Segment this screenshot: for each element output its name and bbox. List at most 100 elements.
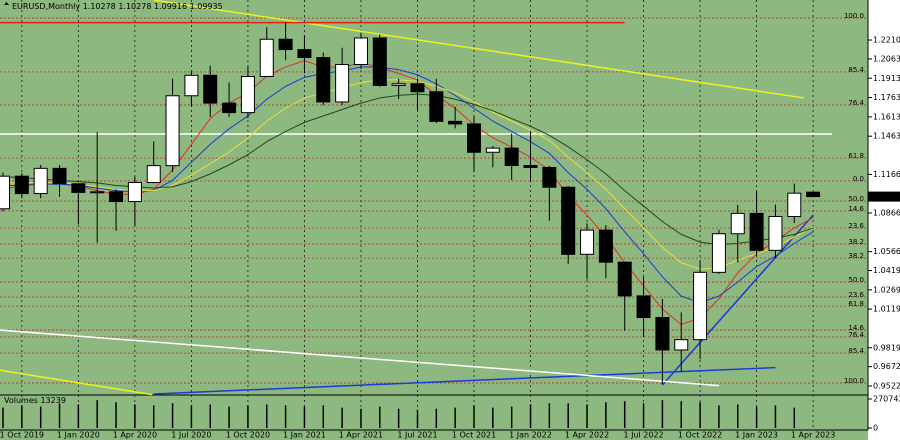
fib-label: 38.2 (848, 252, 864, 260)
candle-body (146, 165, 161, 184)
x-tick-label: 1 Apr 2023 (791, 431, 835, 440)
candle-body (768, 215, 783, 251)
trend-line (153, 366, 776, 395)
x-tick-label: 1 Jan 2021 (283, 431, 326, 440)
candle-body (693, 271, 708, 341)
x-tick-label: 1 Jul 2020 (171, 431, 211, 440)
open-value: 1.10278 (83, 2, 116, 11)
y-tick-label: 1.22100 (873, 36, 900, 45)
fib-label: 50.0 (848, 195, 864, 203)
candle-body (467, 123, 481, 153)
current-price-label: 1.09935 (870, 192, 900, 201)
y-tick-label: 1.05660 (873, 247, 900, 256)
candle-body (636, 295, 651, 319)
low-value: 1.09916 (154, 2, 187, 11)
x-tick-label: 1 Jul 2022 (623, 431, 663, 440)
candle-body (52, 167, 67, 185)
fib-label: 23.6 (848, 291, 864, 299)
candle-body (372, 37, 387, 86)
y-tick-label: 1.19130 (873, 74, 900, 83)
x-tick-label: 1 Jan 2023 (735, 431, 778, 440)
candle-body (127, 182, 142, 203)
candle-body (353, 37, 368, 65)
volume-title: Volumes 13239 (4, 396, 66, 405)
x-tick-label: 1 Jul 2021 (397, 431, 437, 440)
candle-body (33, 167, 48, 195)
trend-line (0, 329, 719, 387)
fib-label: 14.6 (848, 324, 864, 332)
candle-body (542, 166, 557, 188)
fib-label: 100.0 (844, 377, 864, 385)
candle-body (617, 261, 632, 297)
trend-line (0, 369, 152, 396)
y-tick-label: 1.14630 (873, 132, 900, 141)
fib-label: 0.0 (853, 175, 864, 183)
trend-line (661, 214, 814, 386)
price-axis-background (868, 0, 900, 440)
y-tick-label: 1.08660 (873, 209, 900, 218)
volume-tick-label: 0 (873, 424, 878, 433)
candle-body (0, 175, 10, 210)
candle-body (504, 147, 519, 167)
candle-body (448, 120, 463, 125)
fib-label: 14.6 (848, 205, 864, 213)
fib-label: 85.4 (848, 347, 864, 355)
symbol-icon (4, 2, 9, 5)
x-tick-label: 1 Apr 2022 (565, 431, 609, 440)
candle-body (297, 49, 312, 59)
candle-body (711, 233, 726, 273)
candle-body (109, 191, 124, 203)
candle-body (391, 83, 406, 86)
candle-body (561, 186, 576, 255)
x-tick-label: 1 Jan 2020 (57, 431, 100, 440)
fib-label: 85.4 (848, 66, 864, 74)
x-tick-label: 1 Oct 2019 (0, 431, 44, 440)
x-tick-label: 1 Oct 2020 (226, 431, 270, 440)
candle-body (749, 212, 764, 251)
fib-label: 76.4 (848, 99, 864, 107)
x-tick-label: 1 Oct 2022 (678, 431, 722, 440)
volume-current: 13239 (40, 396, 65, 405)
candle-body (184, 74, 199, 97)
fib-label: 23.6 (848, 222, 864, 230)
candle-body (598, 229, 613, 263)
volume-label: Volumes (4, 396, 38, 405)
y-tick-label: 1.20630 (873, 54, 900, 63)
candle-body (240, 75, 255, 114)
candle-body (165, 95, 180, 167)
candle-body (730, 212, 745, 235)
candle-body (335, 63, 350, 103)
fib-label: 61.8 (848, 152, 864, 160)
fib-label: 50.0 (848, 276, 864, 284)
x-tick-label: 1 Oct 2021 (452, 431, 496, 440)
candle-body (806, 191, 821, 198)
chart-title: EURUSD,Monthly 1.10278 1.10278 1.09916 1… (12, 2, 223, 11)
volume-tick-label: 2707422 (873, 395, 900, 404)
plot-background (0, 0, 868, 440)
y-tick-label: 1.17630 (873, 93, 900, 102)
candle-body (674, 339, 689, 351)
fib-label: 100.0 (844, 12, 864, 20)
candle-body (410, 83, 425, 93)
foreground-layer: 100.0 85.4 76.4 61.8 0.0 50.0 14.6 23.6 38.2 38.2… (0, 12, 865, 385)
candle-body (655, 317, 670, 351)
y-tick-label: 1.11660 (873, 170, 900, 179)
candle-body (316, 57, 331, 103)
candle-body (14, 175, 29, 195)
candle-body (203, 74, 218, 104)
y-tick-label: 1.04190 (873, 266, 900, 275)
candle-body (259, 38, 274, 77)
candle-body (90, 191, 105, 194)
candle-body (523, 165, 538, 168)
y-tick-label: 1.16130 (873, 112, 900, 121)
x-tick-label: 1 Apr 2021 (339, 431, 383, 440)
fib-label: 76.4 (848, 331, 864, 339)
candle-body (485, 147, 500, 153)
fib-label: 61.8 (848, 300, 864, 308)
background-layer (0, 0, 868, 430)
x-tick-label: 1 Jan 2022 (509, 431, 552, 440)
candle-body (222, 102, 237, 114)
